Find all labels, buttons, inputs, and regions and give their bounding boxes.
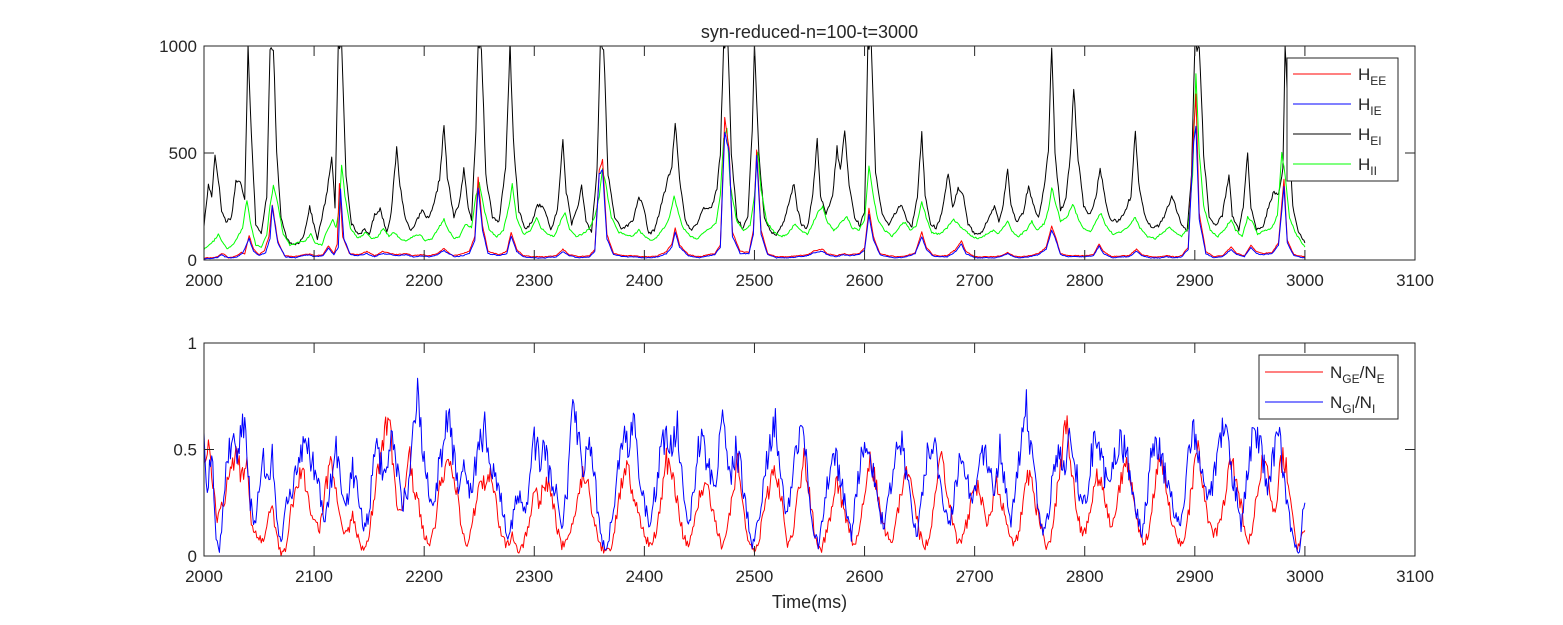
legend-main-h-ii: H [1358, 155, 1370, 174]
bottom-y-tick-label-0: 0 [188, 547, 197, 566]
bottom-x-axis: 2000 2100 2200 2300 2400 2500 2600 2700 2800 2900… [185, 343, 1434, 586]
top-x-tick-label-2900: 2900 [1176, 271, 1214, 290]
top-plot: syn-reduced-n=100-t=3000 2000 2100 2200 230… [159, 22, 1434, 290]
bottom-plot-area [204, 343, 1415, 556]
top-x-tick-label-3100: 3100 [1396, 271, 1434, 290]
top-series-group [204, 46, 1306, 260]
legend-entry-h-ie: HIE [1293, 95, 1382, 118]
top-y-tick-label-1000: 1000 [159, 37, 197, 56]
bottom-x-tick-label-2300: 2300 [515, 567, 553, 586]
top-x-tick-label-2300: 2300 [515, 271, 553, 290]
bottom-x-axis-label: Time(ms) [772, 592, 847, 612]
top-y-axis: 0 500 1000 [159, 37, 1415, 270]
legend-label-h-ee: HEE [1358, 65, 1386, 88]
legend-sub-ngi-ni: GI [1342, 402, 1355, 416]
bottom-y-tick-label-0-5: 0.5 [173, 441, 197, 460]
bottom-x-tick-label-2400: 2400 [625, 567, 663, 586]
legend-sub-nge-ne: GE [1342, 372, 1359, 386]
top-x-tick-label-2000: 2000 [185, 271, 223, 290]
bottom-x-tick-label-2200: 2200 [405, 567, 443, 586]
legend-main-h-ei: H [1358, 125, 1370, 144]
series-line-ngi-ni [204, 377, 1306, 554]
bottom-x-tick-label-2100: 2100 [295, 567, 333, 586]
bottom-x-tick-label-2000: 2000 [185, 567, 223, 586]
top-plot-area [204, 46, 1415, 260]
top-x-tick-label-2500: 2500 [736, 271, 774, 290]
legend-main-nge-ne: N [1330, 363, 1342, 382]
top-y-tick-label-0: 0 [188, 251, 197, 270]
legend-main2-ngi-ni: /N [1355, 393, 1372, 412]
top-x-tick-label-2400: 2400 [625, 271, 663, 290]
top-plot-title: syn-reduced-n=100-t=3000 [701, 22, 918, 42]
legend-entry-h-ei: HEI [1293, 125, 1382, 148]
top-x-axis: 2000 2100 2200 2300 2400 2500 2600 2700 2800 2900… [185, 46, 1434, 290]
bottom-y-axis: 00.51 [173, 334, 1415, 566]
bottom-plot: 2000 2100 2200 2300 2400 2500 2600 2700 2800 2900… [173, 334, 1434, 612]
top-legend: HEE HIE HEI HII [1286, 57, 1399, 182]
bottom-x-tick-label-2900: 2900 [1176, 567, 1214, 586]
bottom-x-tick-label-2500: 2500 [736, 567, 774, 586]
legend-sub2-nge-ne: E [1377, 372, 1385, 386]
legend-label-h-ii: HII [1358, 155, 1377, 178]
top-x-tick-label-2700: 2700 [956, 271, 994, 290]
bottom-x-tick-label-2600: 2600 [846, 567, 884, 586]
legend-entry-h-ee: HEE [1293, 65, 1386, 88]
legend-label-h-ei: HEI [1358, 125, 1382, 148]
legend-sub2-ngi-ni: I [1372, 402, 1375, 416]
legend-label-nge-ne: NGE/NE [1330, 363, 1385, 386]
top-x-tick-label-2800: 2800 [1066, 271, 1104, 290]
bottom-x-tick-label-3000: 3000 [1286, 567, 1324, 586]
top-y-tick-label-500: 500 [169, 144, 197, 163]
legend-label-ngi-ni: NGI/NI [1330, 393, 1375, 416]
legend-label-h-ie: HIE [1358, 95, 1382, 118]
series-line-h-ei [204, 46, 1306, 246]
bottom-y-tick-label-1: 1 [188, 334, 197, 353]
top-x-tick-label-2200: 2200 [405, 271, 443, 290]
legend-main-ngi-ni: N [1330, 393, 1342, 412]
legend-main-h-ie: H [1358, 95, 1370, 114]
legend-sub-h-ii: II [1370, 164, 1377, 178]
legend-sub-h-ee: EE [1370, 74, 1386, 88]
top-x-tick-label-2600: 2600 [846, 271, 884, 290]
legend-main-h-ee: H [1358, 65, 1370, 84]
top-x-tick-label-3000: 3000 [1286, 271, 1324, 290]
bottom-legend-box [1258, 354, 1399, 420]
legend-sub-h-ie: IE [1370, 104, 1381, 118]
legend-sub-h-ei: EI [1370, 134, 1381, 148]
top-legend-box [1286, 57, 1399, 182]
bottom-x-tick-label-2700: 2700 [956, 567, 994, 586]
top-x-tick-label-2100: 2100 [295, 271, 333, 290]
legend-entry-ngi-ni: NGI/NI [1265, 393, 1375, 416]
legend-main2-nge-ne: /N [1360, 363, 1377, 382]
legend-entry-nge-ne: NGE/NE [1265, 363, 1385, 386]
series-line-h-ie [204, 125, 1306, 260]
bottom-x-tick-label-2800: 2800 [1066, 567, 1104, 586]
bottom-legend: NGE/NE NGI/NI [1258, 354, 1399, 420]
bottom-x-tick-label-3100: 3100 [1396, 567, 1434, 586]
legend-entry-h-ii: HII [1293, 155, 1377, 178]
